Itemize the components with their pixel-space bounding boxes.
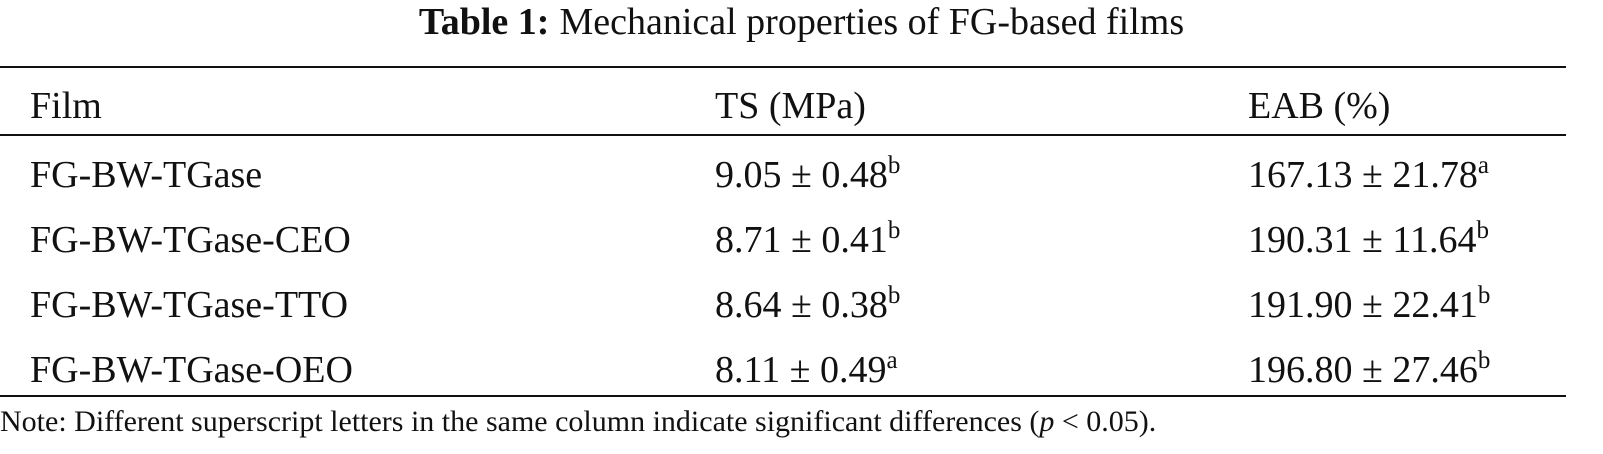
cell-superscript: b	[1477, 347, 1491, 374]
title-label: Table 1:	[418, 1, 550, 43]
table-cell: 196.80 ± 27.46b	[1248, 348, 1490, 392]
cell-text: FG-BW-TGase	[30, 154, 263, 196]
note-text: < 0.05).	[1054, 405, 1157, 438]
table-cell: 191.90 ± 22.41b	[1248, 283, 1490, 327]
table-cell: 8.11 ± 0.49a	[715, 348, 898, 392]
table-cell: 9.05 ± 0.48b	[715, 153, 900, 197]
cell-text: FG-BW-TGase-TTO	[30, 284, 349, 326]
cell-text: 9.05 ± 0.48	[715, 154, 888, 196]
table-cell: 190.31 ± 11.64b	[1248, 218, 1489, 262]
cell-superscript: a	[1477, 152, 1489, 179]
note-italic: p	[1039, 405, 1055, 438]
cell-text: FG-BW-TGase-OEO	[30, 349, 353, 391]
cell-text: 196.80 ± 27.46	[1248, 349, 1478, 391]
cell-superscript: a	[886, 347, 898, 374]
cell-text: FG-BW-TGase-CEO	[30, 219, 351, 261]
table-cell: 8.64 ± 0.38b	[715, 283, 900, 327]
cell-text: 191.90 ± 22.41	[1248, 284, 1478, 326]
cell-text: 8.64 ± 0.38	[715, 284, 888, 326]
table-cell: FG-BW-TGase-OEO	[30, 348, 353, 392]
table-cell: FG-BW-TGase-CEO	[30, 218, 351, 262]
cell-superscript: b	[1476, 217, 1489, 244]
cell-text: 8.71 ± 0.41	[715, 219, 888, 261]
cell-superscript: b	[1477, 282, 1491, 309]
table-cell: FG-BW-TGase	[30, 153, 262, 197]
cell-superscript: b	[887, 152, 901, 179]
top-rule	[0, 66, 1566, 68]
title-text: Mechanical properties of FG-based films	[559, 1, 1185, 43]
cell-text: 190.31 ± 11.64	[1248, 219, 1477, 261]
cell-superscript: b	[887, 282, 901, 309]
header-cell: EAB (%)	[1248, 85, 1391, 127]
header-rule	[0, 134, 1566, 136]
header-cell: TS (MPa)	[715, 85, 866, 127]
table-note: Note: Different superscript letters in t…	[0, 404, 1156, 440]
table-title: Table 1: Mechanical properties of FG-base…	[0, 0, 1603, 44]
table-cell: 167.13 ± 21.78a	[1248, 153, 1489, 197]
note-text: Note: Different superscript letters in t…	[0, 405, 1040, 438]
bottom-rule	[0, 395, 1566, 397]
cell-text: 8.11 ± 0.49	[715, 349, 887, 391]
header-cell: Film	[30, 85, 102, 127]
cell-superscript: b	[887, 217, 901, 244]
cell-text: 167.13 ± 21.78	[1248, 154, 1478, 196]
table-cell: 8.71 ± 0.41b	[715, 218, 900, 262]
table-cell: FG-BW-TGase-TTO	[30, 283, 348, 327]
